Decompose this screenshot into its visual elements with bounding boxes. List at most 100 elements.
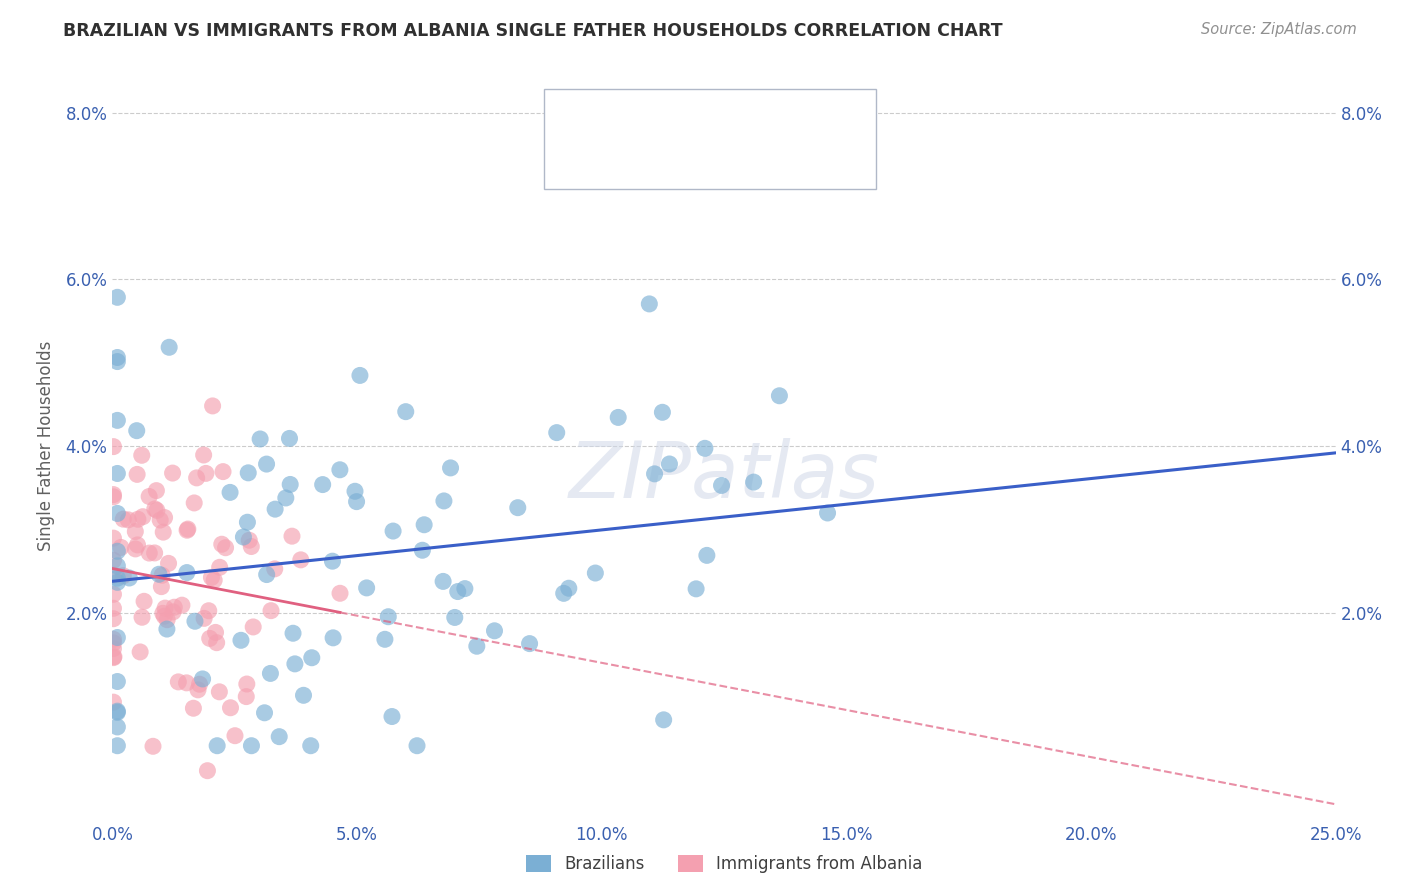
- Text: BRAZILIAN VS IMMIGRANTS FROM ALBANIA SINGLE FATHER HOUSEHOLDS CORRELATION CHART: BRAZILIAN VS IMMIGRANTS FROM ALBANIA SIN…: [63, 22, 1002, 40]
- Point: [152, 525, 174, 540]
- Point: [240, 739, 263, 753]
- Point: [105, 351, 128, 365]
- Point: [284, 657, 307, 671]
- Point: [163, 600, 186, 615]
- Point: [162, 466, 184, 480]
- Point: [138, 546, 160, 560]
- Point: [157, 340, 180, 354]
- Point: [127, 467, 149, 482]
- Point: [162, 605, 184, 619]
- Point: [197, 604, 219, 618]
- Point: [186, 471, 208, 485]
- Point: [142, 739, 165, 754]
- Point: [124, 524, 146, 539]
- Point: [105, 704, 128, 718]
- Point: [321, 554, 343, 568]
- Point: [176, 523, 198, 537]
- Point: [103, 587, 125, 601]
- Point: [149, 513, 172, 527]
- Point: [105, 467, 128, 481]
- Point: [299, 739, 322, 753]
- Point: [652, 713, 675, 727]
- Point: [264, 502, 287, 516]
- Point: [105, 413, 128, 427]
- Point: [260, 604, 283, 618]
- Point: [170, 598, 193, 612]
- Point: [103, 650, 125, 665]
- Point: [329, 463, 352, 477]
- Point: [465, 639, 488, 653]
- Point: [152, 607, 174, 621]
- Point: [105, 544, 128, 558]
- Y-axis label: Single Father Households: Single Father Households: [37, 341, 55, 551]
- Point: [377, 609, 399, 624]
- Point: [105, 706, 128, 720]
- Point: [433, 494, 456, 508]
- Point: [204, 625, 226, 640]
- Point: [105, 575, 128, 590]
- Point: [742, 475, 765, 489]
- Point: [103, 487, 125, 501]
- Point: [696, 549, 718, 563]
- Point: [143, 546, 166, 560]
- Point: [211, 537, 233, 551]
- Point: [191, 672, 214, 686]
- Point: [193, 448, 215, 462]
- Point: [454, 582, 477, 596]
- Point: [138, 490, 160, 504]
- Point: [105, 571, 128, 585]
- Point: [817, 506, 839, 520]
- Point: [187, 682, 209, 697]
- Point: [112, 512, 135, 526]
- Point: [644, 467, 666, 481]
- Point: [235, 690, 257, 704]
- Point: [103, 632, 125, 647]
- Point: [103, 695, 125, 709]
- Point: [157, 557, 180, 571]
- Point: [194, 467, 217, 481]
- Point: [198, 632, 221, 646]
- Point: [638, 297, 661, 311]
- Point: [208, 685, 231, 699]
- Point: [103, 612, 125, 626]
- Point: [322, 631, 344, 645]
- Point: [110, 541, 132, 555]
- Point: [183, 496, 205, 510]
- Point: [129, 645, 152, 659]
- Point: [301, 650, 323, 665]
- Point: [103, 601, 125, 615]
- Point: [205, 739, 228, 753]
- Point: [105, 739, 128, 753]
- Point: [413, 517, 436, 532]
- Point: [132, 509, 155, 524]
- Point: [132, 594, 155, 608]
- Point: [607, 410, 630, 425]
- Point: [188, 677, 211, 691]
- Point: [290, 553, 312, 567]
- Point: [281, 626, 304, 640]
- Point: [176, 566, 198, 580]
- Point: [146, 503, 169, 517]
- Point: [124, 541, 146, 556]
- Point: [193, 611, 215, 625]
- Point: [269, 730, 291, 744]
- Point: [346, 494, 368, 508]
- Point: [278, 477, 301, 491]
- Point: [176, 676, 198, 690]
- Point: [127, 512, 149, 526]
- Point: [236, 677, 259, 691]
- Point: [103, 636, 125, 650]
- Point: [256, 457, 278, 471]
- Point: [208, 560, 231, 574]
- Point: [219, 700, 242, 714]
- Point: [143, 502, 166, 516]
- Point: [103, 490, 125, 504]
- Point: [125, 424, 148, 438]
- Point: [274, 491, 297, 505]
- Point: [131, 610, 153, 624]
- Point: [167, 674, 190, 689]
- Point: [105, 290, 128, 304]
- Point: [558, 581, 581, 595]
- Point: [214, 541, 236, 555]
- Point: [184, 614, 207, 628]
